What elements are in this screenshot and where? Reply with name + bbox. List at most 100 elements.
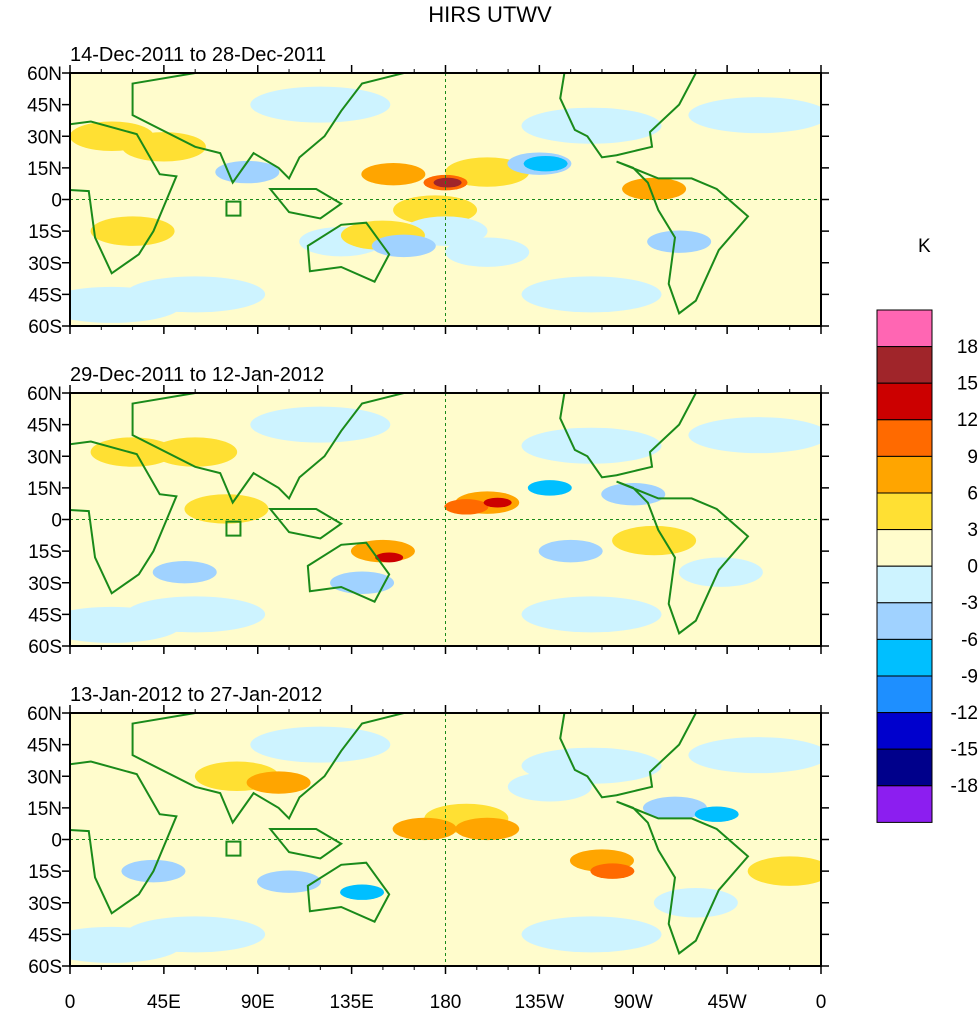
lat-tick-label: 30S [28, 574, 62, 595]
anomaly-contour [521, 916, 662, 953]
anomaly-contour [521, 107, 662, 144]
lon-tick-label: 180 [430, 992, 462, 1013]
anomaly-contour [527, 480, 572, 496]
colorbar-label: -12 [951, 703, 978, 724]
lon-tick-label: 45W [708, 992, 747, 1013]
lat-tick-label: 45S [28, 285, 62, 306]
coastline [616, 160, 750, 315]
anomaly-contour [371, 234, 436, 258]
colorbar-swatch [876, 529, 933, 567]
anomaly-contour [70, 121, 154, 151]
map-panel-3: 60N 45N 30N 15N 0 15S 30S 45S 60S [27, 704, 829, 978]
anomaly-contour [184, 494, 269, 524]
colorbar-label: -6 [961, 630, 978, 651]
colorbar-label: 0 [967, 557, 978, 578]
map-panel-2: 60N 45N 30N 15N 0 15S 30S 45S 60S [27, 384, 829, 658]
anomaly-contour [521, 596, 662, 633]
colorbar-label: -3 [961, 593, 978, 614]
anomaly-contour [642, 796, 707, 820]
anomaly-contour [70, 286, 182, 323]
lat-tick-label: 0 [51, 511, 62, 532]
colorbar-label: -15 [951, 740, 978, 761]
anomaly-contour [70, 926, 182, 963]
panel-3-title: 13-Jan-2012 to 27-Jan-2012 [70, 684, 323, 706]
anomaly-contour [747, 856, 821, 886]
coastline [70, 440, 178, 595]
colorbar-swatch [876, 675, 933, 714]
lat-tick-label: 15S [28, 542, 62, 563]
lat-tick-label: 15S [28, 862, 62, 883]
lat-tick-label: 15S [28, 222, 62, 243]
coastline [268, 187, 344, 220]
lon-tick-label: 90E [241, 992, 275, 1013]
coastline [268, 507, 344, 540]
colorbar-swatch [876, 638, 933, 677]
coastline [306, 541, 391, 604]
lat-tick-label: 30S [28, 254, 62, 275]
lat-tick-label: 15N [27, 799, 62, 820]
lat-tick-label: 45S [28, 605, 62, 626]
anomaly-contour [246, 771, 311, 794]
colorbar-swatch [876, 602, 933, 640]
lat-tick-label: 45S [28, 925, 62, 946]
anomaly-contour [653, 888, 738, 918]
lat-tick-label: 60S [28, 957, 62, 978]
lon-tick-label: 45E [147, 992, 181, 1013]
anomaly-contour [590, 863, 635, 879]
anomaly-contour [340, 884, 385, 900]
colorbar-swatch [876, 309, 933, 348]
colorbar-swatch [876, 785, 933, 823]
anomaly-contour [250, 86, 391, 123]
colorbar-label: 9 [967, 447, 978, 468]
anomaly-contour [433, 177, 462, 188]
anomaly-contour [250, 406, 391, 443]
anomaly-contour [375, 552, 404, 563]
lat-tick-label: 45N [27, 96, 62, 117]
coastline [616, 480, 750, 635]
anomaly-contour [70, 606, 182, 643]
colorbar-swatch [876, 346, 933, 384]
colorbar-label: 6 [967, 483, 978, 504]
colorbar-swatch [876, 382, 933, 421]
anomaly-contour [601, 483, 666, 506]
lat-tick-label: 60N [27, 704, 62, 725]
colorbar-swatch [876, 419, 933, 457]
lon-tick-label: 90W [614, 992, 653, 1013]
lon-tick-label: 135E [329, 992, 373, 1013]
lon-tick-label: 0 [816, 992, 827, 1013]
colorbar-swatch [876, 565, 933, 604]
coastline [268, 827, 344, 860]
coastline [306, 221, 391, 284]
coastline [306, 861, 391, 924]
lat-tick-label: 60S [28, 637, 62, 658]
anomaly-contour [445, 237, 530, 267]
colorbar-swatch [876, 455, 933, 494]
lat-tick-label: 45N [27, 416, 62, 437]
anomaly-contour [647, 230, 712, 253]
coastline [131, 73, 405, 185]
colorbar-label: 15 [957, 374, 978, 395]
lat-tick-label: 60S [28, 317, 62, 338]
panel-2-title: 29-Dec-2011 to 12-Jan-2012 [70, 364, 325, 386]
coastline [131, 713, 405, 825]
lat-tick-label: 45N [27, 736, 62, 757]
anomaly-contour [521, 276, 662, 313]
anomaly-contour [507, 772, 592, 802]
lat-tick-label: 60N [27, 64, 62, 85]
lat-tick-label: 30N [27, 767, 62, 788]
colorbar-unit: K [918, 236, 931, 257]
anomaly-contour [688, 417, 821, 454]
colorbar-swatch [876, 712, 933, 750]
lat-tick-label: 15N [27, 159, 62, 180]
coastline [559, 73, 697, 159]
colorbar-label: -18 [951, 776, 978, 797]
anomaly-contour [361, 163, 426, 186]
anomaly-contour [392, 817, 457, 841]
colorbar-label: 18 [957, 337, 978, 358]
anomaly-contour [153, 437, 238, 467]
coastline [70, 120, 178, 275]
figure-title: HIRS UTWV [428, 2, 552, 27]
colorbar-label: 3 [967, 520, 978, 541]
anomaly-contour [694, 806, 739, 822]
lon-tick-label: 0 [65, 992, 76, 1013]
